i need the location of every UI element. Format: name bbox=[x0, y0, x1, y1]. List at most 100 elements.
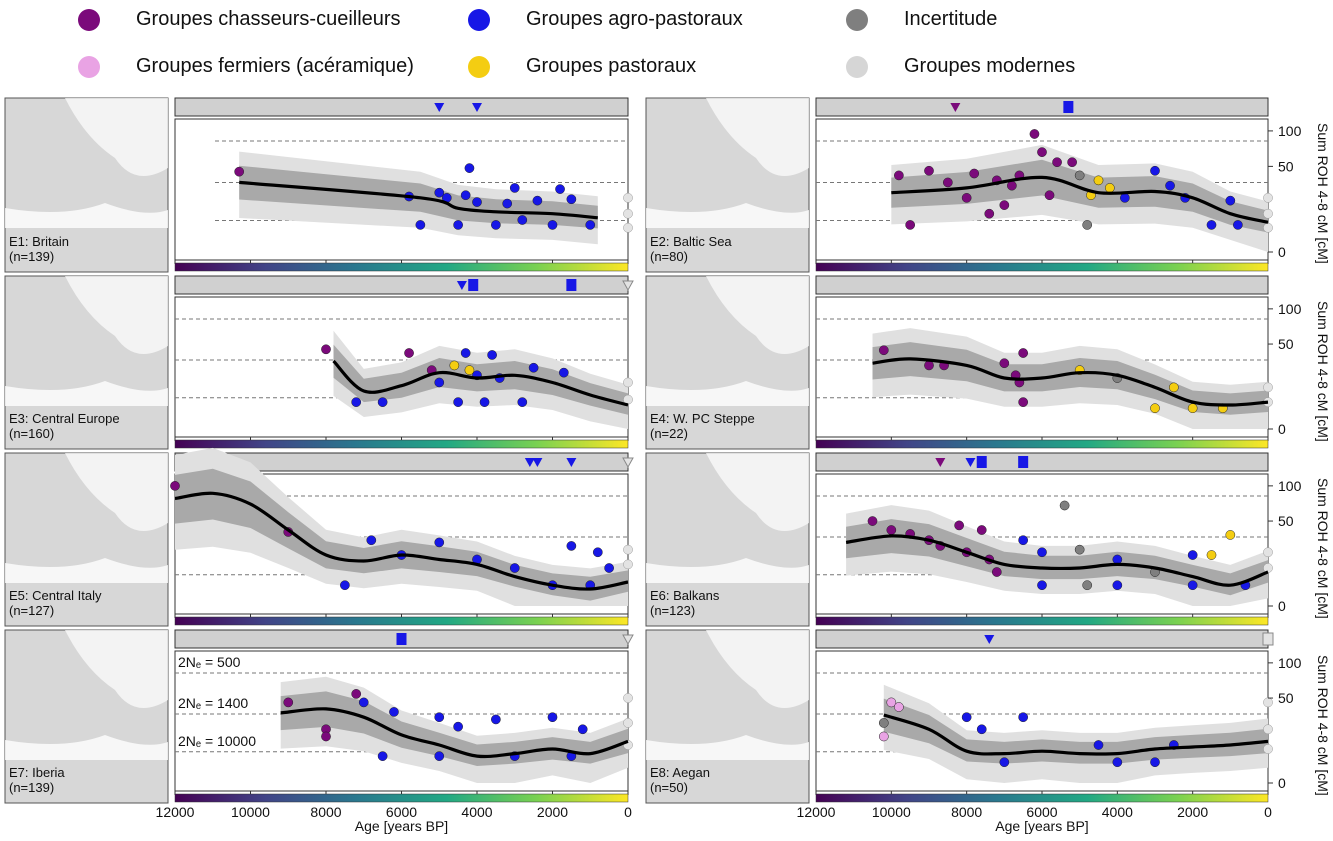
sea-shape bbox=[65, 630, 168, 708]
data-point bbox=[434, 537, 445, 548]
age-colorbar bbox=[815, 439, 1269, 449]
x-tick-label: 8000 bbox=[310, 804, 341, 820]
region-count: (n=127) bbox=[9, 603, 54, 618]
region-count: (n=22) bbox=[650, 426, 688, 441]
data-point bbox=[366, 535, 377, 546]
data-point bbox=[886, 525, 897, 535]
x-tick-label: 10000 bbox=[872, 804, 911, 820]
data-point bbox=[1165, 180, 1175, 191]
legend-swatch bbox=[78, 8, 100, 31]
data-point bbox=[1233, 220, 1243, 230]
data-point bbox=[1074, 170, 1085, 181]
sea-shape bbox=[65, 276, 168, 354]
data-point bbox=[1150, 757, 1160, 768]
data-point bbox=[592, 547, 603, 558]
region-label: E2: Baltic Sea bbox=[650, 234, 732, 249]
sea-shape bbox=[646, 558, 809, 583]
data-point bbox=[1018, 712, 1029, 723]
region-count: (n=139) bbox=[9, 249, 54, 264]
age-colorbar bbox=[174, 616, 629, 626]
data-point bbox=[1067, 157, 1077, 168]
data-point bbox=[1150, 165, 1160, 176]
region-label: E6: Balkans bbox=[650, 588, 720, 603]
data-point bbox=[566, 541, 577, 551]
fit-line bbox=[891, 175, 1269, 224]
data-point bbox=[491, 220, 501, 230]
data-point bbox=[351, 689, 362, 699]
data-point bbox=[867, 516, 878, 526]
sea-shape bbox=[706, 630, 809, 708]
marker-triangle bbox=[532, 458, 543, 467]
data-point bbox=[577, 724, 588, 735]
region-count: (n=50) bbox=[650, 780, 688, 795]
marker-triangle bbox=[434, 103, 445, 112]
y-tick-label: 100 bbox=[1278, 655, 1302, 671]
data-point bbox=[532, 195, 543, 206]
data-point bbox=[283, 697, 294, 708]
data-point bbox=[1263, 697, 1273, 708]
x-tick-label: 6000 bbox=[386, 804, 417, 820]
y-tick-label: 100 bbox=[1278, 478, 1302, 494]
data-point bbox=[415, 220, 426, 230]
x-tick-label: 0 bbox=[624, 804, 632, 820]
data-point bbox=[1112, 757, 1123, 768]
age-colorbar bbox=[815, 793, 1269, 803]
marker-triangle bbox=[622, 280, 634, 292]
sea-shape bbox=[65, 453, 168, 531]
marker-square bbox=[566, 279, 577, 291]
data-point bbox=[404, 348, 414, 358]
y-axis-label: Sum ROH 4-8 cM [cM] bbox=[1315, 478, 1331, 619]
data-point bbox=[1093, 175, 1104, 186]
data-point bbox=[453, 397, 463, 407]
legend-swatch bbox=[846, 8, 868, 31]
data-point bbox=[894, 170, 904, 181]
x-tick-label: 10000 bbox=[231, 804, 270, 820]
confidence-band-inner bbox=[846, 519, 1268, 596]
fit-line bbox=[332, 359, 629, 407]
legend-item-aceramic-farmers: Groupes fermiers (acéramique) bbox=[78, 55, 414, 78]
data-point bbox=[623, 718, 633, 728]
y-tick-label: 0 bbox=[1278, 421, 1286, 437]
marker-strip bbox=[815, 97, 1269, 117]
data-point bbox=[1263, 192, 1273, 203]
data-point bbox=[969, 168, 980, 179]
data-point bbox=[1263, 724, 1273, 735]
data-point bbox=[894, 702, 904, 712]
data-point bbox=[170, 481, 180, 491]
data-point bbox=[434, 712, 445, 723]
marker-square bbox=[396, 633, 407, 645]
map-panel: E7: Iberia(n=139) bbox=[4, 629, 169, 804]
data-point bbox=[886, 697, 897, 708]
region-count: (n=123) bbox=[650, 603, 695, 618]
age-colorbar bbox=[174, 793, 629, 803]
y-tick-label: 0 bbox=[1278, 775, 1286, 791]
legend-label: Groupes chasseurs-cueilleurs bbox=[136, 8, 401, 30]
data-point bbox=[1263, 563, 1273, 573]
sea-shape bbox=[5, 381, 168, 406]
data-point bbox=[999, 200, 1010, 210]
sea-shape bbox=[5, 735, 168, 760]
data-point bbox=[1263, 208, 1273, 219]
data-point bbox=[460, 348, 471, 358]
y-tick-label: 100 bbox=[1278, 123, 1302, 139]
legend-item-hunter-gatherers: Groupes chasseurs-cueilleurs bbox=[78, 8, 401, 31]
data-point bbox=[984, 208, 995, 219]
x-axis-label: Age [years BP] bbox=[995, 818, 1088, 834]
sea-shape bbox=[706, 98, 809, 176]
data-point bbox=[547, 220, 558, 230]
confidence-band-inner bbox=[280, 691, 628, 766]
data-point bbox=[1225, 195, 1236, 206]
y-tick-label: 50 bbox=[1278, 158, 1294, 174]
data-point bbox=[999, 757, 1010, 768]
data-point bbox=[905, 220, 916, 230]
data-point bbox=[389, 707, 399, 717]
region-label: E5: Central Italy bbox=[9, 588, 102, 603]
data-point bbox=[623, 377, 633, 388]
data-point bbox=[991, 567, 1002, 577]
fit-line bbox=[872, 357, 1269, 407]
sea-shape bbox=[706, 453, 809, 531]
region-count: (n=160) bbox=[9, 426, 54, 441]
legend-item-modern: Groupes modernes bbox=[846, 55, 1075, 78]
data-point bbox=[487, 350, 497, 360]
